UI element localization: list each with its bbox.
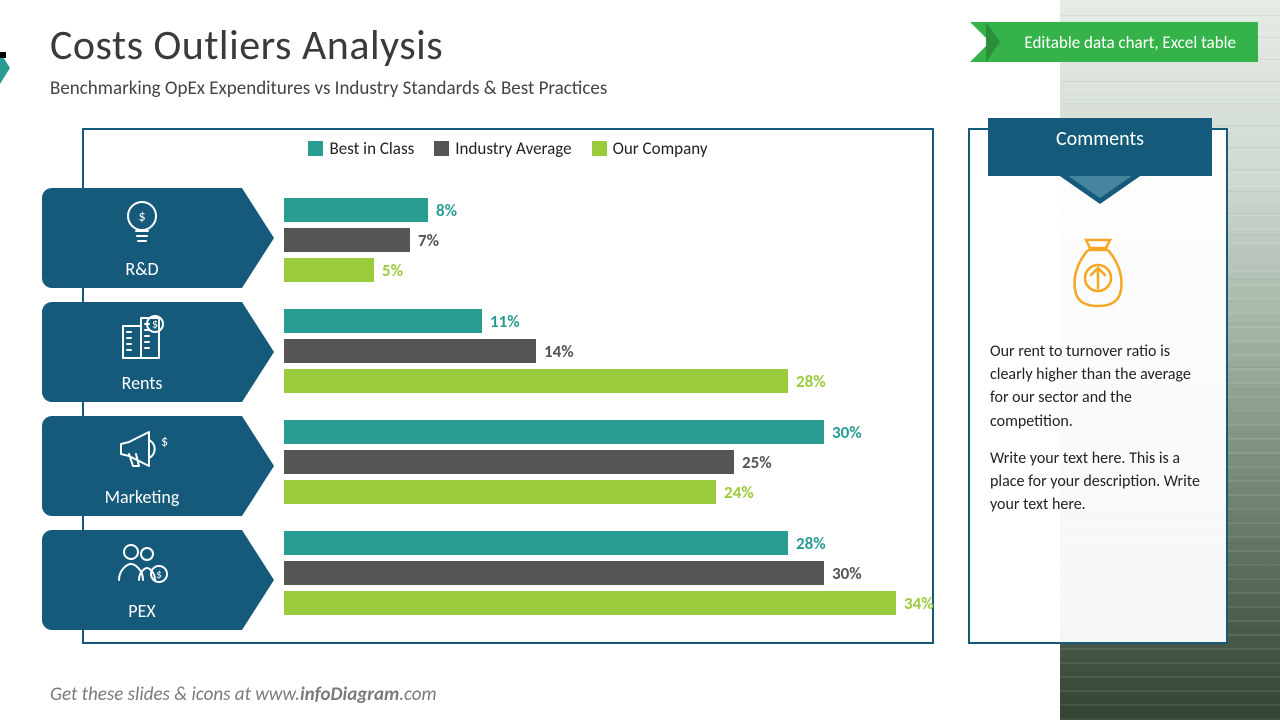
comments-panel: Comments Our rent to turnover ratio is c… — [968, 128, 1228, 644]
chart-group-pex: 28%30%34% — [284, 519, 914, 630]
legend-item: Our Company — [592, 138, 708, 159]
comments-title: Comments — [988, 118, 1212, 160]
comments-text: Our rent to turnover ratio is clearly hi… — [990, 340, 1208, 530]
legend-item: Industry Average — [434, 138, 571, 159]
chart-group-rents: 11% 14% 28% — [284, 297, 914, 408]
bar-value-label: 24% — [724, 482, 754, 503]
bar-value-label: 8% — [436, 200, 457, 221]
left-accent — [0, 52, 10, 84]
svg-text:$: $ — [152, 318, 158, 332]
legend-item: Best in Class — [308, 138, 414, 159]
footer-attribution: Get these slides & icons at www.infoDiag… — [50, 683, 437, 706]
category-label-arrow: $ Rents — [42, 302, 274, 402]
bar-value-label: 28% — [796, 533, 826, 554]
bar-value-label: 30% — [832, 563, 862, 584]
title-block: Costs Outliers Analysis Benchmarking OpE… — [50, 20, 870, 100]
bar-avg — [284, 561, 824, 585]
bar-best — [284, 531, 788, 555]
bar-value-label: 14% — [544, 341, 574, 362]
bar-ours — [284, 258, 374, 282]
bar-value-label: 25% — [742, 452, 772, 473]
legend-swatch — [434, 141, 449, 156]
svg-text:$: $ — [138, 208, 145, 225]
bar-best — [284, 309, 482, 333]
category-label-arrow: $ PEX — [42, 530, 274, 630]
bar-best — [284, 198, 428, 222]
bar-value-label: 11% — [490, 311, 520, 332]
chart-groups: 8%7%5%11%14%28%30%25%24%28%30%34% — [284, 186, 914, 630]
svg-text:$: $ — [161, 433, 168, 450]
category-label-arrow: $ Marketing — [42, 416, 274, 516]
category-label-arrow: $ R&D — [42, 188, 274, 288]
bar-value-label: 28% — [796, 371, 826, 392]
bulb-dollar-icon: $ — [42, 198, 242, 253]
chart-group-r&d: 8% 7% 5% — [284, 186, 914, 297]
bar-avg — [284, 228, 410, 252]
bar-value-label: 34% — [904, 593, 934, 614]
category-name: R&D — [42, 258, 242, 280]
chart-legend: Best in Class Industry Average Our Company — [84, 138, 932, 159]
bar-ours — [284, 369, 788, 393]
bar-best — [284, 420, 824, 444]
svg-text:$: $ — [156, 568, 162, 581]
page-subtitle: Benchmarking OpEx Expenditures vs Indust… — [50, 77, 870, 100]
category-name: Marketing — [42, 486, 242, 508]
building-dollar-icon: $ — [42, 312, 242, 367]
bar-value-label: 30% — [832, 422, 862, 443]
people-dollar-icon: $ — [42, 540, 242, 591]
ribbon-badge: Editable data chart, Excel table — [990, 22, 1258, 62]
legend-swatch — [308, 141, 323, 156]
comments-header: Comments — [988, 118, 1212, 176]
comments-paragraph: Write your text here. This is a place fo… — [990, 447, 1208, 517]
bar-ours — [284, 480, 716, 504]
page-title: Costs Outliers Analysis — [50, 20, 870, 71]
chart-group-marketing: 30% 25% 24% — [284, 408, 914, 519]
chart-panel: Best in Class Industry Average Our Company… — [82, 128, 934, 644]
bar-ours — [284, 591, 896, 615]
comments-paragraph: Our rent to turnover ratio is clearly hi… — [990, 340, 1208, 433]
category-name: Rents — [42, 372, 242, 394]
legend-swatch — [592, 141, 607, 156]
bar-value-label: 5% — [382, 260, 403, 281]
bar-avg — [284, 339, 536, 363]
comments-chevron — [988, 176, 1212, 204]
bar-value-label: 7% — [418, 230, 439, 251]
megaphone-dollar-icon: $ — [42, 426, 242, 477]
ribbon-text: Editable data chart, Excel table — [1024, 32, 1236, 53]
money-bag-icon — [970, 238, 1226, 313]
bar-avg — [284, 450, 734, 474]
category-name: PEX — [42, 600, 242, 622]
